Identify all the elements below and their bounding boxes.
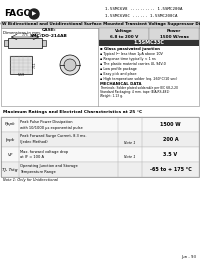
Text: ▪ High temperature solder (eq. 260°C/10 sec): ▪ High temperature solder (eq. 260°C/10 … [100, 77, 177, 81]
Text: 3.5 V: 3.5 V [163, 152, 178, 157]
Text: Terminals: Solder plated solderable per IEC 68-2-20: Terminals: Solder plated solderable per … [100, 86, 178, 90]
Bar [99, 40, 199, 46]
Bar [149, 28, 199, 40]
Text: Note 1: Note 1 [124, 155, 136, 159]
Bar [1, 117, 199, 177]
Bar [8, 38, 42, 48]
Bar [1, 162, 199, 177]
Text: Standard Packaging: 4 mm. tape (EIA-RS-481): Standard Packaging: 4 mm. tape (EIA-RS-4… [100, 90, 169, 94]
Text: MECHANICAL DATA: MECHANICAL DATA [100, 82, 142, 86]
Bar [10, 56, 32, 74]
Text: Note 1: Note 1 [124, 140, 136, 145]
Text: Peak Forward Surge Current, 8.3 ms.: Peak Forward Surge Current, 8.3 ms. [20, 134, 86, 139]
Bar [1, 147, 199, 162]
Bar [4, 40, 8, 46]
Circle shape [29, 9, 39, 19]
Text: Peak Pulse Power Dissipation: Peak Pulse Power Dissipation [20, 120, 72, 124]
Text: Max. forward voltage drop: Max. forward voltage drop [20, 150, 68, 153]
Text: Power
1500 W/max: Power 1500 W/max [160, 29, 188, 38]
Text: Maximum Ratings and Electrical Characteristics at 25 °C: Maximum Ratings and Electrical Character… [3, 110, 142, 114]
Text: ▪ Typical Iᵈᵈ less than 1μA above 10V: ▪ Typical Iᵈᵈ less than 1μA above 10V [100, 52, 163, 56]
Text: Temperature Range: Temperature Range [20, 171, 56, 174]
Text: VF: VF [7, 153, 13, 157]
Bar [1, 117, 199, 132]
Bar [99, 28, 149, 40]
Bar [1, 132, 199, 147]
Text: 200 A: 200 A [163, 137, 178, 142]
Text: with 10/1000 μs exponential pulse: with 10/1000 μs exponential pulse [20, 126, 83, 129]
Text: ▪ Easy pick and place: ▪ Easy pick and place [100, 72, 137, 76]
Text: FAGOR: FAGOR [4, 10, 38, 18]
Text: Pppk: Pppk [5, 122, 15, 127]
Bar [0, 1, 200, 21]
Text: ▪ Glass passivated junction: ▪ Glass passivated junction [100, 47, 160, 51]
Text: ▪ Low profile package: ▪ Low profile package [100, 67, 137, 71]
Text: Jun - 93: Jun - 93 [181, 255, 196, 259]
Bar [1, 21, 199, 28]
Text: 1.5SMC6V8C ...... 1.5SMC200CA: 1.5SMC6V8C ...... 1.5SMC200CA [105, 14, 178, 18]
Circle shape [64, 59, 76, 71]
Text: 1.5SMC6V8 .......... 1.5SMC200A: 1.5SMC6V8 .......... 1.5SMC200A [105, 7, 182, 11]
Bar [1, 28, 199, 106]
Text: 1.5SMC33C: 1.5SMC33C [134, 41, 164, 46]
Text: ▪ Response time typically < 1 ns: ▪ Response time typically < 1 ns [100, 57, 156, 61]
Text: ▶: ▶ [32, 11, 36, 16]
Text: 7.75: 7.75 [22, 33, 28, 37]
Text: (Jedec Method): (Jedec Method) [20, 140, 48, 145]
Text: at IF = 100 A: at IF = 100 A [20, 155, 44, 159]
Text: 7.11: 7.11 [33, 62, 37, 68]
Text: Note 1: Only for Unidirectional: Note 1: Only for Unidirectional [3, 178, 58, 182]
Text: Ippk: Ippk [5, 138, 15, 141]
Text: Weight: 1.13 g.: Weight: 1.13 g. [100, 94, 123, 98]
Text: 1500 W Bidirectional and Unidirectional Surface Mounted Transient Voltage Suppre: 1500 W Bidirectional and Unidirectional … [0, 23, 200, 27]
Text: 1500 W: 1500 W [160, 122, 181, 127]
Text: -65 to + 175 °C: -65 to + 175 °C [150, 167, 191, 172]
Circle shape [60, 55, 80, 75]
Text: CASE:
SMC/DO-214AB: CASE: SMC/DO-214AB [30, 28, 68, 38]
Text: TJ, Tstg: TJ, Tstg [2, 167, 18, 172]
Text: Voltage
6.8 to 200 V: Voltage 6.8 to 200 V [110, 29, 138, 38]
Text: Dimensions in mm.: Dimensions in mm. [3, 31, 41, 35]
Bar [42, 40, 46, 46]
Text: 5.59: 5.59 [18, 74, 24, 77]
Text: ▪ The plastic material carries UL 94V-0: ▪ The plastic material carries UL 94V-0 [100, 62, 166, 66]
Text: Operating Junction and Storage: Operating Junction and Storage [20, 165, 78, 168]
